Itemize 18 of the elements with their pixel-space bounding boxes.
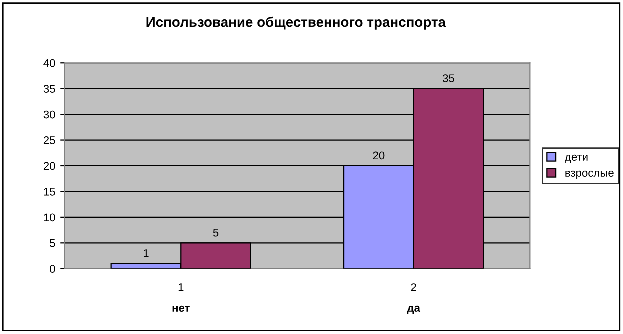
y-tick-label: 5 [50, 240, 56, 248]
chart-title: Использование общественного транспорта [146, 16, 446, 30]
data-label: 35 [442, 74, 454, 82]
category-label: 1 нет [172, 284, 190, 312]
y-tick-label: 0 [50, 265, 56, 274]
y-tick-label: 15 [44, 188, 56, 196]
category-label: 2 да [407, 284, 421, 314]
legend-label: дети [565, 154, 588, 164]
y-tick-label: 10 [44, 214, 56, 222]
y-tick-label: 20 [44, 162, 56, 170]
legend-label: взрослые [566, 170, 614, 180]
y-tick-label: 30 [44, 110, 56, 119]
y-tick-label: 25 [44, 136, 56, 144]
data-label: 20 [373, 152, 385, 160]
y-tick-label: 35 [44, 85, 56, 93]
data-label: 5 [213, 229, 219, 237]
y-tick-label: 40 [44, 59, 56, 68]
data-label: 1 [144, 250, 149, 258]
